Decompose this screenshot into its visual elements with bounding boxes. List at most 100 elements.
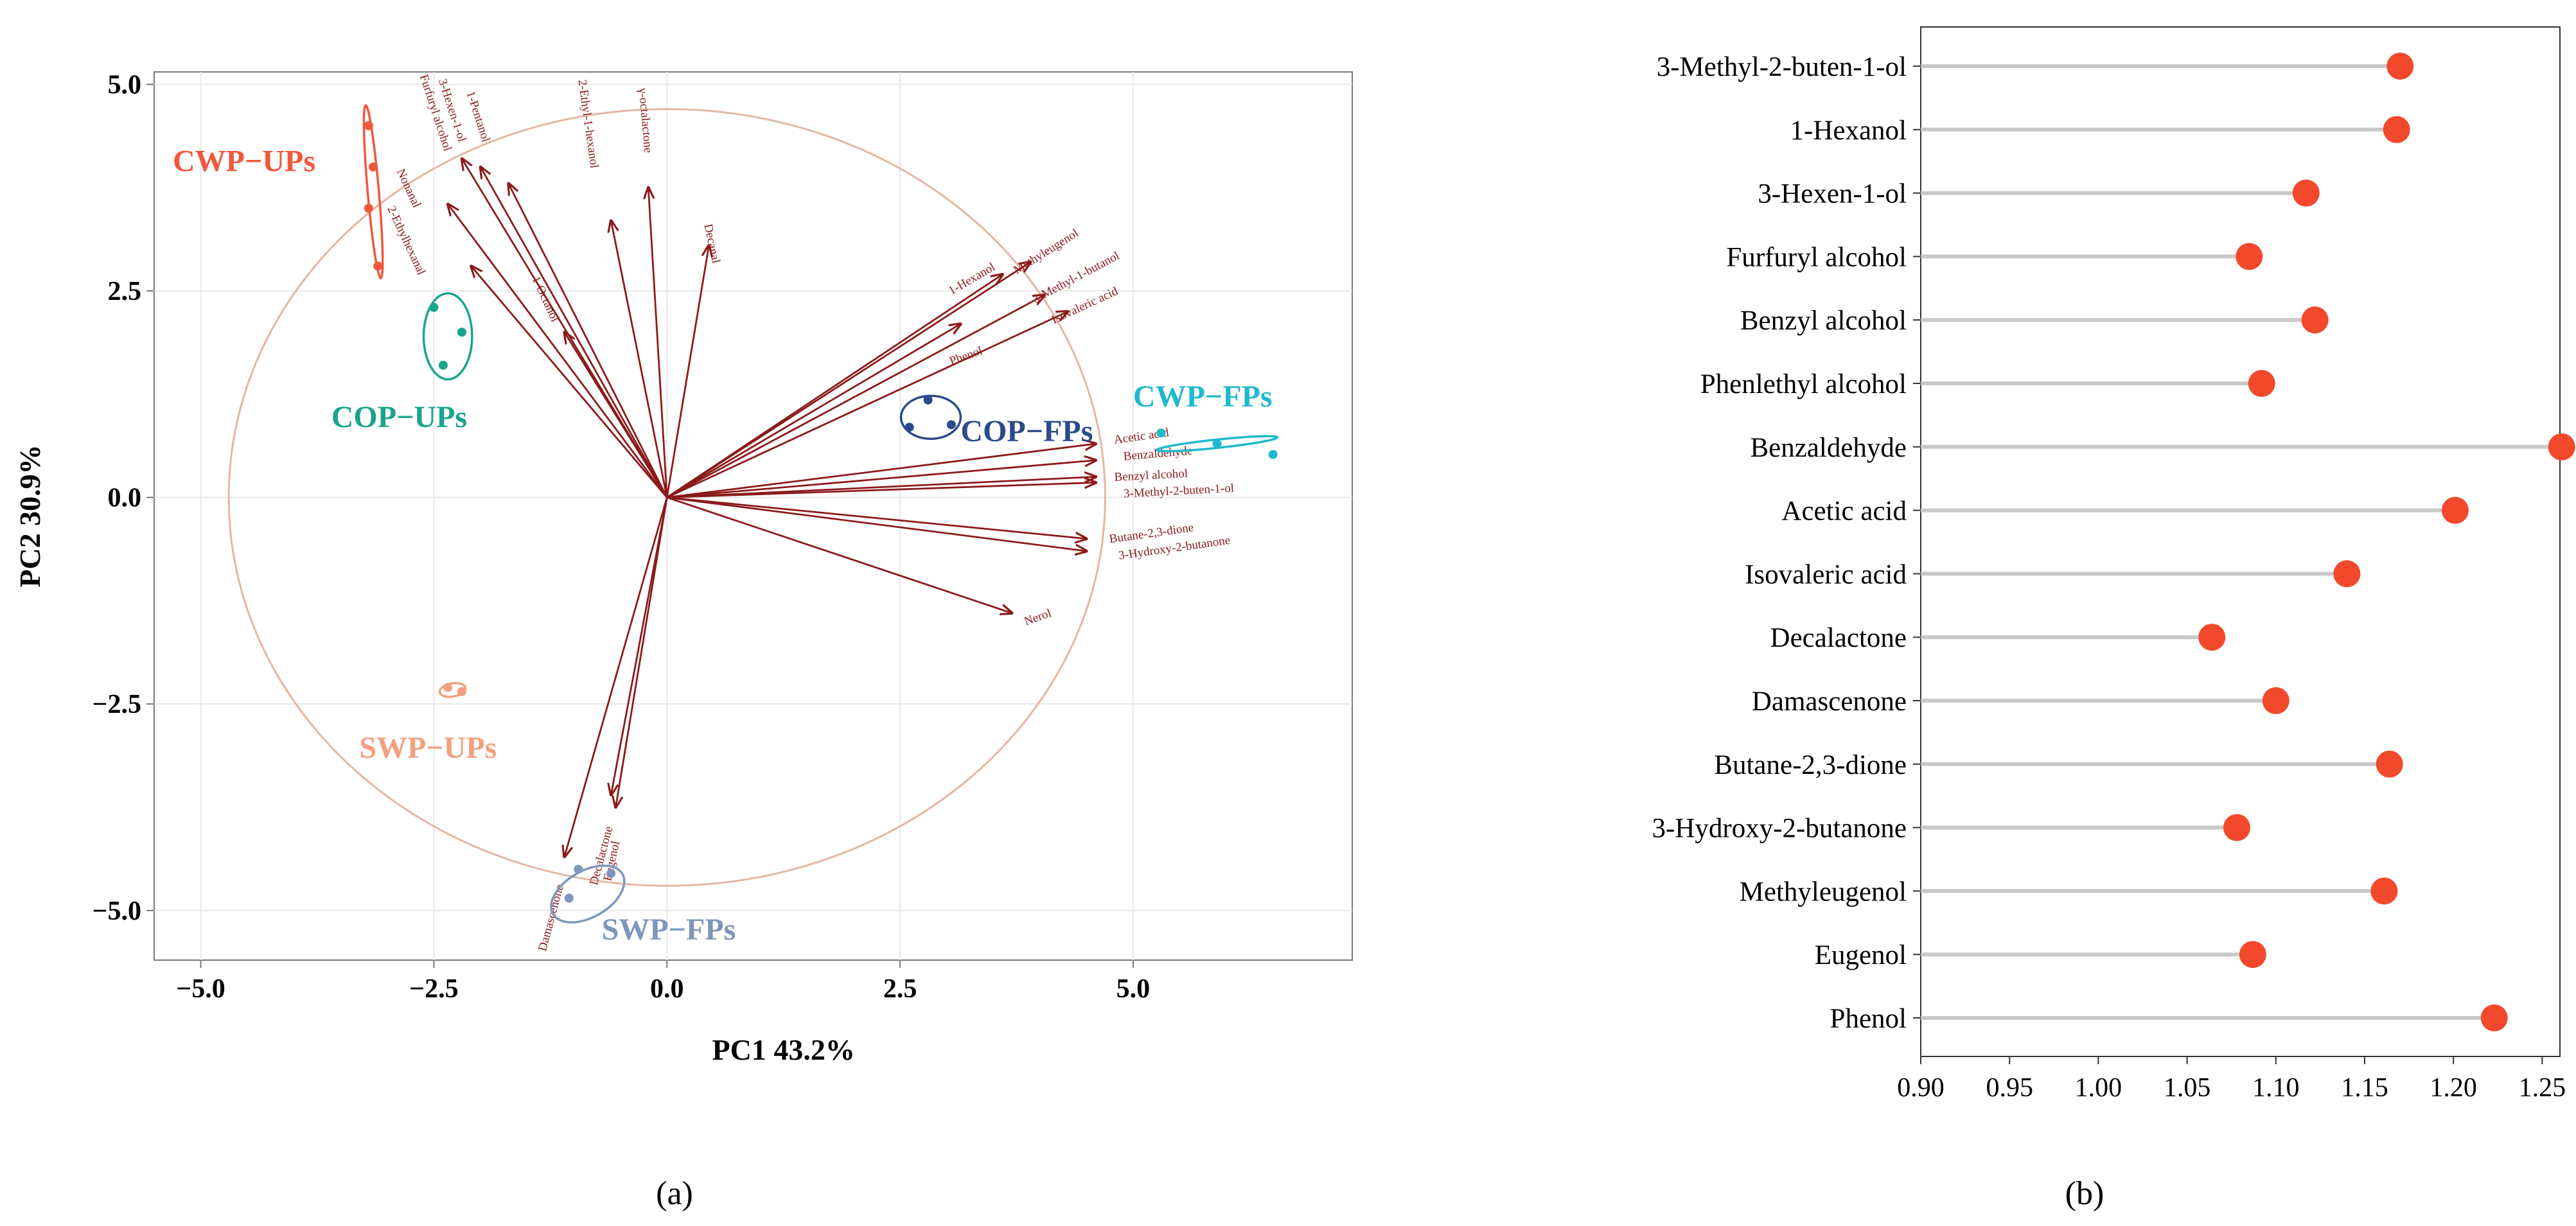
- x-tick-label: 1.10: [2252, 1073, 2300, 1103]
- x-tick-label: 1.00: [2075, 1073, 2122, 1103]
- group-point: [429, 302, 439, 312]
- loading-arrow: [666, 245, 709, 498]
- loading-arrow: [611, 497, 668, 795]
- category-label: Eugenol: [1815, 940, 1907, 970]
- lollipop-dot: [2223, 814, 2250, 841]
- x-tick-label: −5.0: [176, 974, 225, 1004]
- group-label: COP−FPs: [960, 414, 1093, 448]
- group-point: [1212, 439, 1222, 448]
- loading-arrow: [509, 184, 668, 498]
- group-point: [564, 893, 574, 903]
- x-tick-label: 5.0: [1116, 974, 1151, 1004]
- category-label: 3-Hydroxy-2-butanone: [1652, 814, 1907, 844]
- lollipop-dot: [2441, 496, 2469, 524]
- group-ellipse: [550, 864, 626, 924]
- loading-arrow: [667, 482, 1096, 498]
- x-tick-label: 1.25: [2519, 1073, 2566, 1103]
- lollipop-dot: [2301, 306, 2329, 334]
- correlation-circle: [227, 108, 1106, 887]
- lollipop-dot: [2333, 560, 2361, 588]
- group-ellipse: [362, 104, 384, 279]
- x-axis-title: PC1 43.2%: [712, 1033, 855, 1066]
- group-point: [457, 328, 466, 337]
- lollipop-dot: [2370, 877, 2398, 905]
- x-tick-label: 2.5: [883, 974, 917, 1004]
- lollipop-dot: [2376, 750, 2403, 778]
- loading-arrow: [667, 477, 1096, 498]
- group-point: [1156, 428, 1166, 438]
- loading-arrow: [667, 460, 1096, 498]
- x-tick-label: 1.15: [2341, 1073, 2388, 1103]
- group-point: [364, 204, 373, 213]
- panel-b-label: (b): [2065, 1175, 2104, 1212]
- group-point: [1268, 450, 1278, 459]
- y-tick-label: −2.5: [93, 690, 141, 719]
- x-tick-label: 0.0: [650, 974, 684, 1004]
- lollipop-dot: [2480, 1004, 2508, 1031]
- category-label: Furfuryl alcohol: [1726, 242, 1907, 272]
- group-point: [574, 864, 583, 874]
- category-label: Methyleugenol: [1740, 877, 1907, 907]
- group-label: CWP−UPs: [173, 144, 315, 178]
- group-point: [369, 162, 378, 171]
- loading-arrow: [666, 311, 1068, 498]
- group-point: [364, 121, 373, 130]
- group-point: [438, 360, 448, 370]
- loading-arrow: [667, 444, 1096, 498]
- group-point: [443, 683, 453, 692]
- loading-arrow: [666, 496, 1012, 613]
- x-tick-label: 0.95: [1986, 1073, 2033, 1103]
- x-tick-label: 0.90: [1897, 1073, 1945, 1103]
- category-label: Benzaldehyde: [1750, 433, 1907, 463]
- category-label: Phenol: [1830, 1004, 1907, 1034]
- y-tick-label: 2.5: [108, 277, 142, 306]
- group-point: [904, 423, 914, 432]
- group-ellipse: [899, 394, 962, 440]
- group-label: CWP−FPs: [1133, 380, 1273, 414]
- group-point: [373, 261, 383, 271]
- pca-biplot-panel: −5.0 −2.5 0.0 2.5 5.0 −5.0 −2.5 0.0 2.5 5.0 PC1 43…: [13, 70, 1353, 1066]
- group-ellipse: [438, 681, 467, 698]
- group-point: [923, 395, 933, 405]
- loading-arrow: [667, 496, 1086, 539]
- lollipop-dot: [2386, 53, 2414, 80]
- lollipop-dot: [2198, 624, 2226, 651]
- plot-frame: [154, 71, 1353, 961]
- lollipop-dot: [2248, 370, 2275, 397]
- lollipop-frame: [1920, 26, 2561, 1057]
- category-label: Damascenone: [1752, 687, 1907, 717]
- group-point: [946, 420, 956, 430]
- lollipop-dot: [2262, 687, 2289, 714]
- y-axis-title: PC2 30.9%: [13, 444, 46, 587]
- y-tick-label: 5.0: [108, 70, 142, 100]
- loading-arrow: [565, 332, 668, 498]
- category-label: 1-Hexanol: [1790, 116, 1907, 146]
- loading-arrow: [615, 497, 668, 807]
- category-label: 3-Methyl-2-buten-1-ol: [1657, 52, 1907, 82]
- x-tick-label: 1.05: [2164, 1073, 2211, 1103]
- lollipop-dot: [2236, 243, 2263, 270]
- group-point: [606, 868, 616, 878]
- group-label: COP−UPs: [331, 400, 467, 434]
- lollipop-dot: [2292, 179, 2320, 207]
- panel-a-label: (a): [656, 1175, 693, 1212]
- x-tick-label: −2.5: [409, 974, 458, 1004]
- category-label: Decalactone: [1770, 623, 1907, 653]
- category-label: Butane-2,3-dione: [1714, 750, 1907, 780]
- loading-arrow: [666, 324, 960, 498]
- category-label: Acetic acid: [1781, 496, 1907, 527]
- category-label: Benzyl alcohol: [1740, 306, 1907, 336]
- category-label: Isovaleric acid: [1745, 559, 1907, 590]
- x-tick-label: 1.20: [2430, 1073, 2477, 1103]
- lollipop-dot: [2239, 941, 2266, 968]
- group-point: [457, 687, 466, 696]
- loading-arrow: [565, 497, 668, 857]
- y-tick-label: 0.0: [108, 484, 142, 513]
- group-label: SWP−FPs: [602, 913, 736, 947]
- lollipop-dot: [2548, 433, 2575, 460]
- loading-arrow: [667, 496, 1086, 552]
- loading-arrow: [448, 204, 668, 498]
- loading-arrow: [666, 262, 1030, 498]
- lollipop-chart-panel: 3-Methyl-2-buten-1-ol 1-Hexanol 3-Hexen-1-…: [1652, 26, 2575, 1103]
